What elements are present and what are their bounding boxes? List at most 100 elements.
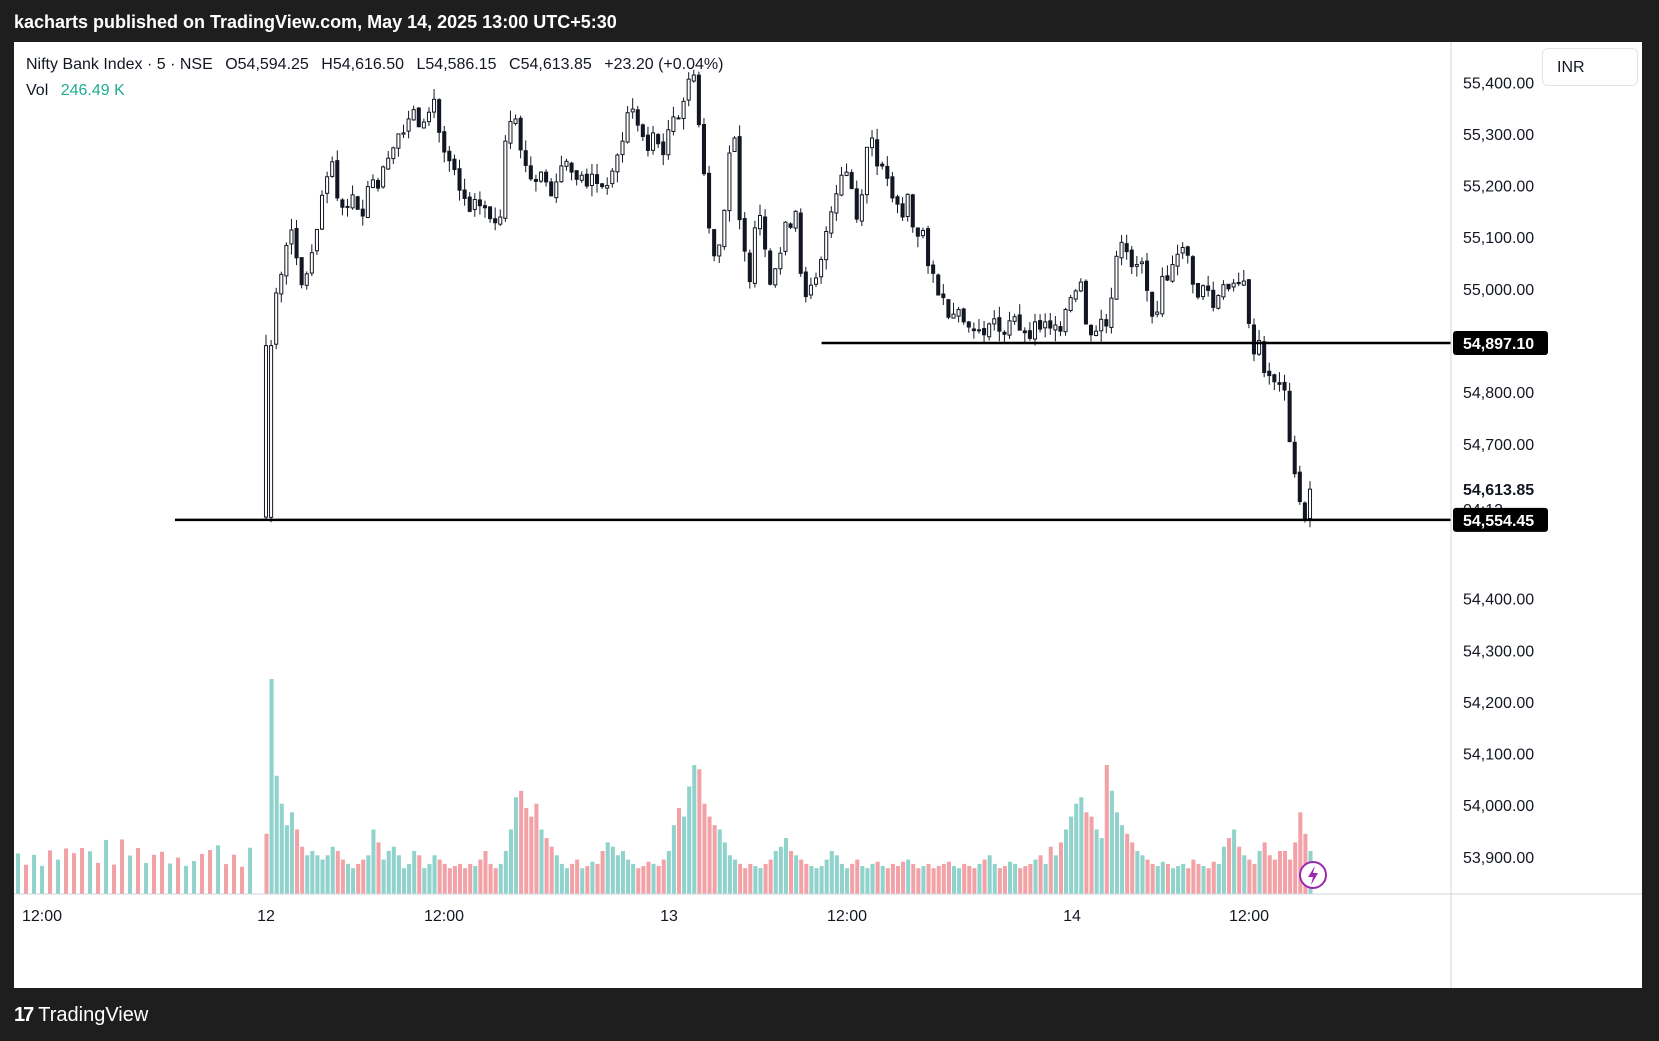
- candle-body: [274, 292, 279, 345]
- volume-bar: [605, 842, 610, 894]
- candle: [350, 185, 355, 210]
- chart-canvas[interactable]: 55,400.00 55,300.00 55,200.00 55,100.00 55,0…: [14, 42, 1642, 988]
- volume-bar: [753, 866, 758, 894]
- legend-vol-label[interactable]: Vol: [26, 82, 49, 99]
- candle-body: [849, 172, 854, 190]
- volume-bar: [240, 866, 245, 894]
- candle-body: [1282, 381, 1287, 391]
- tradingview-logo[interactable]: 17 TradingView: [14, 1004, 148, 1027]
- candle-body: [834, 193, 839, 214]
- volume-bar: [1237, 846, 1242, 894]
- candle-body: [1012, 316, 1017, 322]
- volume-bar: [24, 864, 29, 894]
- volume-bar: [407, 863, 412, 894]
- candle: [584, 168, 589, 189]
- volume-bar: [1298, 812, 1303, 894]
- candle-body: [299, 257, 304, 286]
- candle: [1170, 255, 1175, 283]
- candle: [1160, 267, 1165, 318]
- candle: [747, 249, 752, 289]
- candle-body: [1104, 319, 1109, 327]
- volume-bar: [452, 866, 457, 894]
- candle-body: [1017, 314, 1022, 331]
- volume-bar: [839, 863, 845, 894]
- volume-bar: [112, 864, 117, 894]
- volume-bar: [1277, 851, 1282, 894]
- candle-body: [579, 174, 584, 181]
- volume-bar: [768, 859, 773, 894]
- candle-body: [1185, 246, 1190, 256]
- candle-body: [1190, 256, 1195, 285]
- volume-bar: [661, 859, 666, 894]
- legend-high-label: H: [321, 56, 333, 73]
- candle: [956, 306, 961, 323]
- volume-bar: [168, 863, 173, 894]
- candle-body: [885, 165, 890, 179]
- y-tick-label: 55,000.00: [1463, 282, 1534, 299]
- candle-body: [666, 129, 671, 156]
- volume-bar: [320, 859, 325, 894]
- candle-body: [1211, 289, 1216, 308]
- candle: [875, 128, 880, 176]
- candle: [982, 320, 987, 343]
- candle: [589, 164, 594, 197]
- candle: [844, 163, 849, 177]
- volume-bar: [144, 863, 149, 894]
- volume-bar: [1211, 861, 1216, 894]
- candle: [1119, 235, 1124, 266]
- candle: [1297, 465, 1302, 505]
- candle: [864, 146, 869, 204]
- volume-bar: [636, 868, 641, 894]
- candle: [885, 156, 890, 187]
- chart-frame[interactable]: 55,400.00 55,300.00 55,200.00 55,100.00 55,0…: [14, 42, 1642, 988]
- candle: [1088, 324, 1094, 342]
- candle: [834, 184, 839, 221]
- candle-body: [651, 132, 656, 151]
- ohlc-legend: Nifty Bank Index · 5 · NSE O54,594.25 H5…: [26, 52, 723, 104]
- candle: [1282, 374, 1287, 401]
- candle-body: [513, 118, 518, 124]
- candle-body: [783, 221, 788, 252]
- legend-price-row: Nifty Bank Index · 5 · NSE O54,594.25 H5…: [26, 52, 723, 78]
- volume-bar: [136, 847, 141, 894]
- volume-bar: [977, 863, 982, 894]
- volume-bar: [200, 854, 205, 894]
- legend-close-value: 54,613.85: [520, 56, 592, 73]
- candle-body: [335, 160, 340, 199]
- candle: [1150, 291, 1155, 324]
- candle-body: [829, 211, 834, 234]
- candle-body: [416, 107, 421, 128]
- candle: [905, 193, 910, 222]
- y-tick-label: 54,200.00: [1463, 695, 1534, 712]
- legend-symbol[interactable]: Nifty Bank Index · 5 · NSE: [26, 56, 213, 73]
- candle: [605, 177, 610, 195]
- volume-bar: [885, 868, 890, 894]
- candle: [859, 189, 864, 227]
- candle: [966, 320, 971, 333]
- volume-bar: [799, 859, 804, 894]
- volume-bar: [1089, 816, 1094, 894]
- candle-body: [768, 250, 773, 285]
- volume-bar: [503, 851, 508, 894]
- candle: [1231, 279, 1236, 292]
- volume-bar: [300, 846, 305, 894]
- candle-body: [910, 194, 915, 228]
- candle-body: [966, 321, 971, 328]
- publish-header: kacharts published on TradingView.com, M…: [0, 0, 1659, 42]
- volume-bar: [478, 859, 483, 894]
- volume-bar: [305, 855, 310, 894]
- candle: [452, 154, 457, 176]
- y-tick-label: 54,400.00: [1463, 592, 1534, 609]
- candle: [279, 271, 284, 303]
- volume-bar: [473, 866, 478, 894]
- candle: [757, 204, 763, 236]
- x-tick-label: 12:00: [1229, 908, 1269, 925]
- candle: [1221, 280, 1226, 300]
- candle-body: [1048, 320, 1053, 329]
- candle: [819, 256, 824, 284]
- volume-bar: [941, 863, 946, 894]
- volume-bar: [1257, 851, 1262, 894]
- currency-selector[interactable]: INR: [1542, 48, 1638, 86]
- candle-body: [1236, 281, 1241, 285]
- candle-body: [701, 124, 706, 175]
